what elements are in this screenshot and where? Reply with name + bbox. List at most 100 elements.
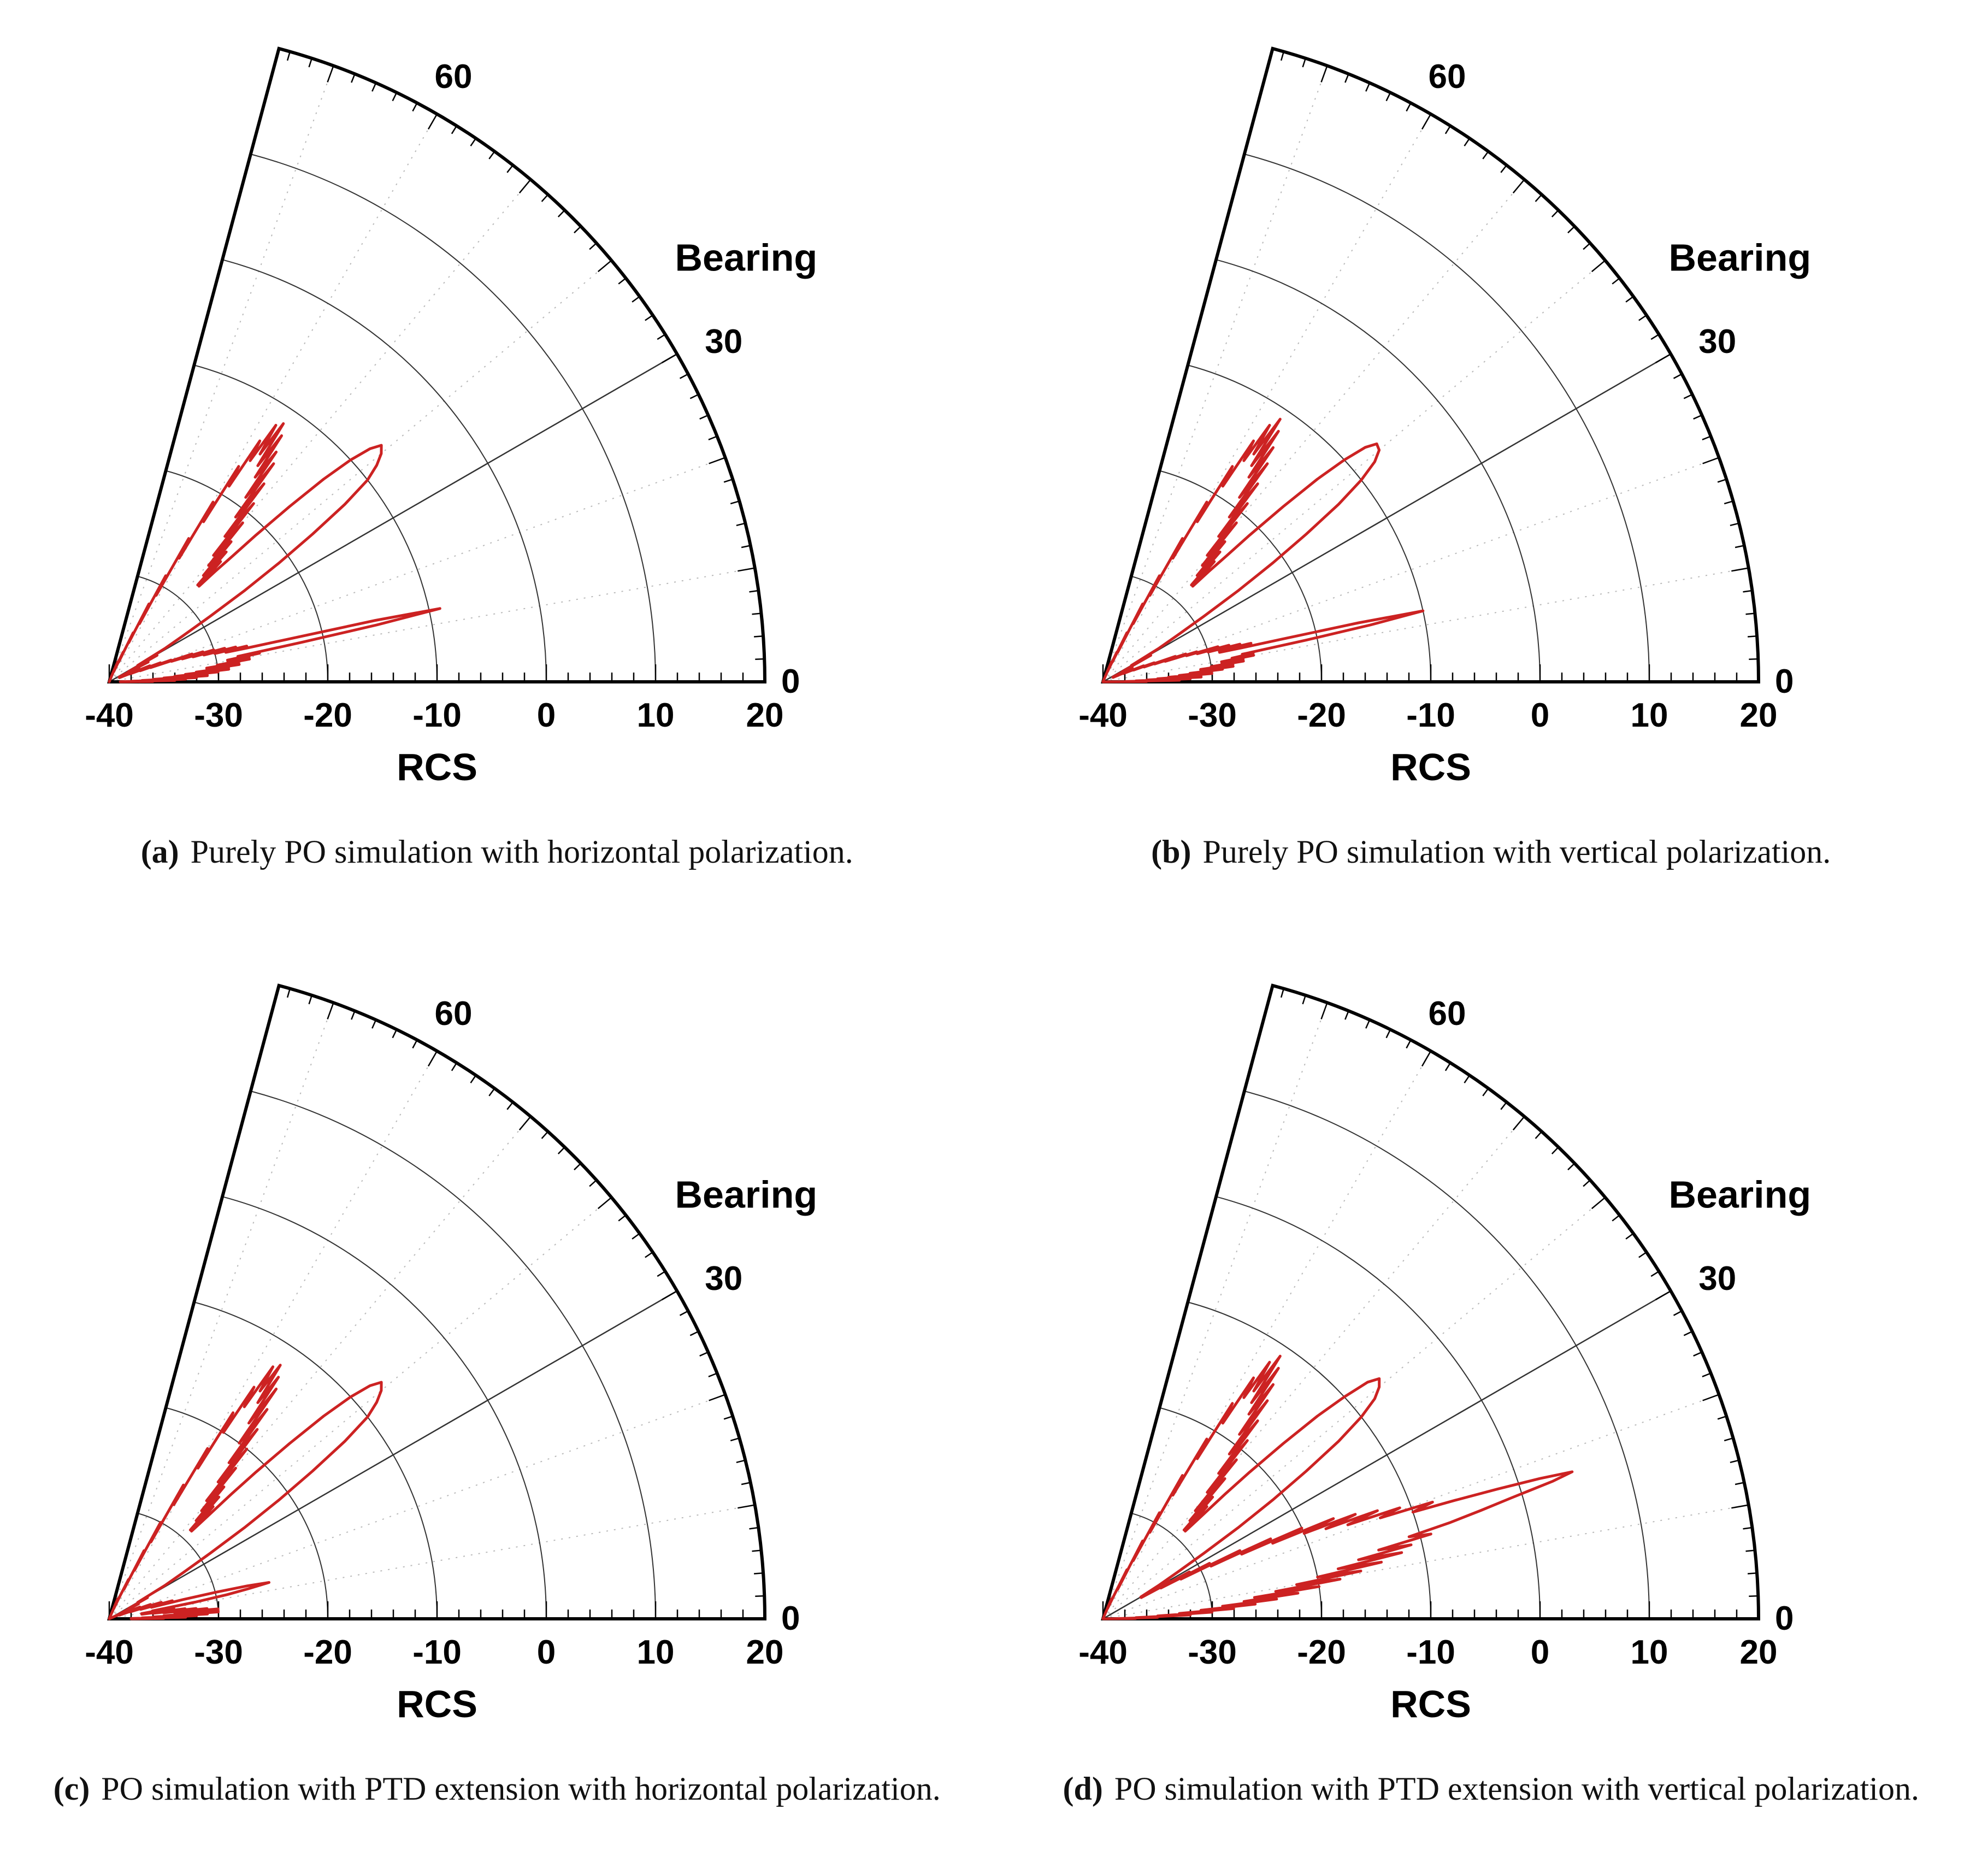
arc-tick xyxy=(1320,65,1328,82)
arc-tick xyxy=(1673,373,1683,379)
arc-tick xyxy=(1743,1526,1753,1530)
radial-tick-label: -20 xyxy=(303,697,352,734)
arc-tick xyxy=(1513,179,1525,194)
angular-axis-title: Bearing xyxy=(1669,1174,1812,1216)
arc-tick xyxy=(1535,1131,1543,1139)
radial-axis-title: RCS xyxy=(397,1683,477,1725)
arc-tick xyxy=(661,1290,677,1301)
arc-tick xyxy=(1302,58,1307,68)
polar-chart-svg: -40 -30 -20 -10 0 10 20 RCS 0 30 60 Bearing xyxy=(85,46,817,788)
arc-tick xyxy=(657,1271,666,1277)
arc-tick xyxy=(1567,1163,1576,1171)
radial-gridring xyxy=(1131,1512,1213,1619)
arc-tick xyxy=(708,457,725,464)
angle-tick-label: 30 xyxy=(1699,1260,1737,1298)
sector-outline xyxy=(1101,46,1761,683)
radial-tick-label: -10 xyxy=(1406,1634,1455,1671)
polar-chart-svg: -40 -30 -20 -10 0 10 20 RCS 0 30 60 Bearing xyxy=(1078,46,1811,788)
arc-tick xyxy=(597,1196,612,1210)
arc-tick xyxy=(657,334,666,340)
caption-a-text: Purely PO simulation with horizontal pol… xyxy=(190,834,853,870)
arc-tick xyxy=(1717,1416,1727,1420)
arc-tick xyxy=(1745,1549,1755,1552)
arc-tick xyxy=(1445,1062,1452,1071)
arc-tick xyxy=(327,65,334,82)
panel-c: -40 -30 -20 -10 0 10 20 RCS 0 30 60 Bearing (c) PO s… xyxy=(0,947,994,1813)
arc-tick xyxy=(1702,1394,1720,1401)
radial-tick-label: -30 xyxy=(194,1634,243,1671)
arc-tick xyxy=(541,1131,548,1139)
arc-tick xyxy=(518,1116,532,1131)
arc-tick xyxy=(1731,1504,1749,1509)
arc-tick xyxy=(1730,1459,1739,1464)
arc-tick xyxy=(1482,1088,1489,1097)
arc-tick xyxy=(1638,1251,1647,1258)
arc-tick xyxy=(708,435,717,440)
arc-tick xyxy=(1365,82,1371,92)
arc-tick xyxy=(1591,1196,1606,1210)
radial-gridring xyxy=(1216,1196,1541,1619)
arc-tick xyxy=(1702,1372,1712,1377)
arc-tick xyxy=(392,92,397,102)
arc-tick xyxy=(699,1351,709,1357)
arc-tick xyxy=(597,260,612,273)
arc-tick xyxy=(451,1062,457,1071)
angle-tick-label: 0 xyxy=(781,663,800,700)
radial-gridring xyxy=(165,470,328,682)
arc-tick xyxy=(679,1310,688,1316)
arc-tick xyxy=(730,500,740,505)
caption-c-label: (c) xyxy=(53,1771,90,1807)
arc-tick xyxy=(506,164,514,173)
arc-tick xyxy=(1684,393,1693,399)
arc-tick xyxy=(1281,51,1285,61)
arc-tick xyxy=(412,1039,418,1049)
arc-tick xyxy=(371,82,376,92)
caption-d-text: PO simulation with PTD extension with ve… xyxy=(1114,1771,1919,1807)
arc-tick xyxy=(1743,590,1753,593)
arc-tick xyxy=(1693,414,1703,420)
arc-tick xyxy=(1500,164,1508,173)
arc-tick xyxy=(736,522,746,527)
polar-plot-a: -40 -30 -20 -10 0 10 20 RCS 0 30 60 Bearing xyxy=(16,10,978,802)
arc-tick xyxy=(573,226,581,234)
radial-gridring xyxy=(250,1090,656,1619)
radial-gridring xyxy=(222,1196,547,1619)
arc-tick xyxy=(661,353,677,364)
radial-tick-label: -40 xyxy=(1078,1634,1128,1671)
arc-tick xyxy=(541,194,548,202)
arc-tick xyxy=(488,151,495,160)
arc-tick xyxy=(557,209,565,217)
panel-b: -40 -30 -20 -10 0 10 20 RCS 0 30 60 Bearing (b) Pure… xyxy=(994,10,1988,876)
angular-axis-title: Bearing xyxy=(675,1174,817,1216)
arc-tick xyxy=(1655,1290,1672,1301)
arc-tick xyxy=(618,278,627,285)
arc-tick xyxy=(679,373,688,379)
arc-tick xyxy=(1385,92,1391,102)
radial-tick-label: 0 xyxy=(537,1634,556,1671)
arc-tick xyxy=(308,995,312,1005)
arc-tick xyxy=(1735,545,1745,549)
arc-tick xyxy=(1513,1116,1525,1131)
arc-tick xyxy=(506,1101,514,1110)
arc-tick xyxy=(644,1251,653,1258)
caption-c: (c) PO simulation with PTD extension with… xyxy=(54,1765,941,1813)
radial-tick-label: 10 xyxy=(636,1634,674,1671)
radial-tick-label: -30 xyxy=(1188,697,1237,734)
arc-tick xyxy=(1638,314,1647,321)
radial-gridring xyxy=(165,1407,328,1619)
angle-tick-label: 60 xyxy=(1429,995,1466,1033)
arc-tick xyxy=(1693,1351,1703,1357)
radial-gridring xyxy=(250,154,656,682)
arc-tick xyxy=(723,479,733,483)
arc-tick xyxy=(427,114,438,130)
arc-tick xyxy=(1406,1039,1412,1049)
arc-tick xyxy=(1650,334,1660,340)
arc-tick xyxy=(736,1459,746,1464)
arc-tick xyxy=(1625,1233,1634,1240)
arc-tick xyxy=(749,590,759,593)
arc-tick xyxy=(618,1215,627,1222)
arc-tick xyxy=(644,314,653,321)
arc-tick xyxy=(1730,522,1739,527)
arc-tick xyxy=(1717,479,1727,483)
arc-tick xyxy=(1731,567,1749,572)
